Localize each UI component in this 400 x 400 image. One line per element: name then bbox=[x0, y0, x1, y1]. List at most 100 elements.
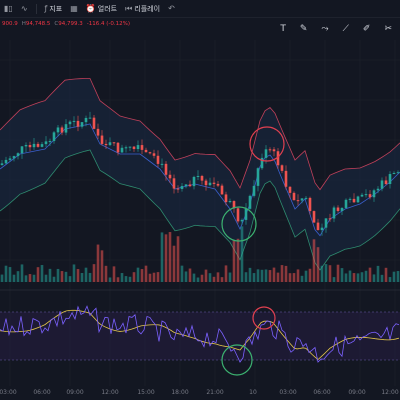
candle-body bbox=[244, 208, 248, 220]
volume-bar bbox=[92, 264, 96, 282]
candle-body bbox=[312, 211, 316, 223]
volume-bar bbox=[240, 226, 244, 282]
candle-body bbox=[184, 184, 188, 187]
candle-body bbox=[148, 152, 152, 154]
brush-tool-icon[interactable]: ✐ bbox=[362, 24, 371, 34]
candle-body bbox=[292, 192, 296, 201]
text-tool-icon[interactable]: T bbox=[280, 24, 286, 34]
volume-bar bbox=[8, 267, 12, 282]
candle-body bbox=[136, 145, 140, 150]
time-axis-label: 09:00 bbox=[66, 389, 84, 396]
volume-bar bbox=[52, 276, 56, 282]
candle-body bbox=[108, 142, 112, 146]
candle-body bbox=[92, 117, 96, 129]
chart-style-icon[interactable]: ∿ bbox=[20, 4, 28, 13]
candle-body bbox=[376, 188, 380, 191]
volume-bar bbox=[168, 232, 172, 282]
volume-bar bbox=[348, 270, 352, 282]
candle-body bbox=[256, 168, 260, 186]
path-tool-icon[interactable]: ⤳ bbox=[321, 24, 329, 34]
volume-bar bbox=[360, 272, 364, 282]
volume-bar bbox=[376, 265, 380, 282]
volume-bar bbox=[164, 234, 168, 282]
candle-body bbox=[260, 157, 264, 169]
indicators-button[interactable]: ƒ 지표 bbox=[45, 4, 63, 14]
time-axis-label: 09:00 bbox=[348, 389, 366, 396]
volume-bar bbox=[44, 274, 48, 282]
highlight-circle-top bbox=[249, 126, 285, 162]
time-axis-label: 03:00 bbox=[0, 389, 17, 396]
scissors-icon[interactable]: ✂ bbox=[384, 24, 392, 34]
candle-body bbox=[284, 170, 288, 187]
candle-body bbox=[88, 117, 92, 119]
volume-bar bbox=[320, 265, 324, 282]
bollinger-band-fill bbox=[0, 78, 400, 270]
volume-bar bbox=[364, 270, 368, 282]
candle-body bbox=[196, 175, 200, 177]
volume-bar bbox=[276, 272, 280, 282]
time-axis-label: 21:00 bbox=[206, 389, 224, 396]
volume-bar bbox=[300, 275, 304, 282]
candle-body bbox=[220, 185, 224, 195]
volume-bar bbox=[120, 273, 124, 282]
volume-bar bbox=[316, 247, 320, 282]
volume-bar bbox=[60, 271, 64, 282]
volume-bar bbox=[128, 276, 132, 282]
oscillator-line bbox=[0, 305, 400, 363]
candle-body bbox=[224, 194, 228, 203]
volume-bar bbox=[352, 273, 356, 282]
alerts-button[interactable]: ⏰ 얼러트 bbox=[86, 4, 117, 14]
volume-bar bbox=[0, 274, 4, 282]
volume-bar bbox=[280, 265, 284, 282]
volume-bar bbox=[204, 269, 208, 282]
ohlc-change: -116.4 (-0.12%) bbox=[86, 21, 130, 27]
volume-bar bbox=[368, 267, 372, 282]
volume-bar bbox=[340, 268, 344, 282]
volume-bar bbox=[236, 238, 240, 282]
time-axis-label: 06:00 bbox=[33, 389, 51, 396]
volume-bar bbox=[200, 274, 204, 282]
candle-body bbox=[336, 207, 340, 211]
volume-bar bbox=[156, 272, 160, 282]
candle-body bbox=[360, 194, 364, 197]
volume-bar bbox=[356, 273, 360, 282]
candle-body bbox=[28, 145, 32, 148]
undo-icon[interactable]: ↶ bbox=[168, 4, 175, 13]
time-axis-label: 15:00 bbox=[137, 389, 155, 396]
volume-bar bbox=[388, 277, 392, 282]
candle-body bbox=[228, 201, 232, 203]
candle-body bbox=[48, 141, 52, 143]
volume-bar bbox=[304, 270, 308, 282]
volume-bar bbox=[108, 277, 112, 282]
candle-body bbox=[104, 143, 108, 146]
volume-bar bbox=[76, 269, 80, 282]
candle-body bbox=[160, 163, 164, 165]
volume-bar bbox=[244, 272, 248, 282]
volume-bar bbox=[180, 265, 184, 282]
candle-body bbox=[200, 175, 204, 181]
volume-bar bbox=[32, 274, 36, 282]
line-tool-icon[interactable]: ⟋ bbox=[342, 24, 349, 34]
pencil-tool-icon[interactable]: ✎ bbox=[299, 24, 308, 34]
candle-body bbox=[64, 124, 68, 133]
volume-bar bbox=[256, 269, 260, 282]
candle-body bbox=[56, 127, 60, 133]
volume-bar bbox=[64, 271, 68, 282]
bollinger-lower-line bbox=[0, 149, 400, 271]
chart-type-icon[interactable]: ▮▯ bbox=[4, 4, 13, 13]
toolbar-divider bbox=[35, 3, 37, 14]
layout-grid-icon[interactable]: ▦ bbox=[70, 4, 78, 13]
ohlc-legend: 900.9 H94,748.5 C94,799.3 -116.4 (-0.12%… bbox=[2, 21, 130, 27]
candle-body bbox=[268, 149, 272, 151]
volume-bar bbox=[112, 266, 116, 282]
candle-body bbox=[36, 143, 40, 147]
candle-body bbox=[304, 197, 308, 199]
candle-body bbox=[164, 163, 168, 175]
volume-bar bbox=[232, 240, 236, 282]
time-axis-label: 10 bbox=[249, 389, 257, 396]
replay-button[interactable]: ⏮ 리플레이 bbox=[125, 4, 160, 14]
volume-bar bbox=[332, 277, 336, 282]
candle-body bbox=[32, 143, 36, 148]
volume-bar bbox=[260, 269, 264, 282]
